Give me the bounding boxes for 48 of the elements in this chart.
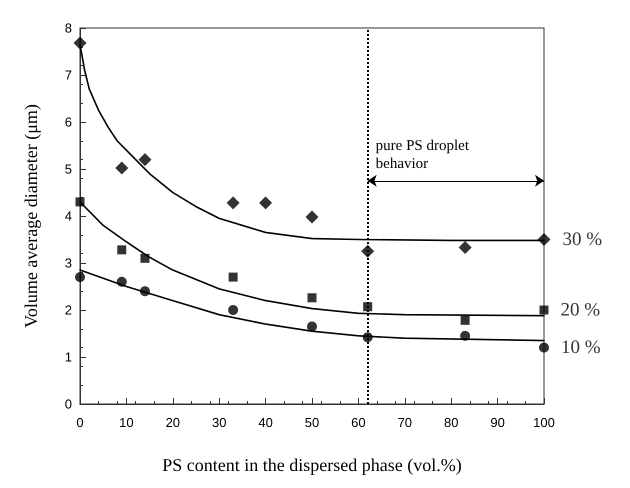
point bbox=[306, 210, 318, 224]
series-label: 10 % bbox=[561, 337, 601, 358]
x-tick-label: 60 bbox=[351, 415, 366, 430]
x-tick-label: 20 bbox=[166, 415, 180, 430]
point bbox=[540, 306, 548, 314]
y-tick-label: 7 bbox=[64, 68, 72, 82]
point bbox=[538, 233, 550, 246]
point bbox=[140, 254, 150, 263]
point bbox=[460, 316, 470, 325]
y-tick-label: 8 bbox=[64, 20, 72, 36]
x-tick-label: 80 bbox=[444, 415, 458, 430]
x-tick-label: 40 bbox=[258, 415, 273, 430]
x-tick-label: 0 bbox=[76, 415, 84, 430]
x-tick-label: 70 bbox=[398, 415, 412, 430]
point bbox=[228, 305, 238, 315]
annotation: pure PS droplet behavior bbox=[376, 138, 473, 172]
x-tick-label: 90 bbox=[490, 415, 505, 430]
y-tick-label: 0 bbox=[64, 396, 72, 412]
x-axis-title: PS content in the dispersed phase (vol.%) bbox=[162, 455, 462, 475]
point bbox=[228, 272, 238, 282]
x-tick-label: 10 bbox=[119, 415, 134, 430]
point bbox=[308, 293, 316, 302]
y-tick-label: 1 bbox=[64, 350, 72, 364]
y-axis-title: Volume average diameter (μm) bbox=[21, 104, 41, 328]
y-tick-label: 3 bbox=[64, 256, 72, 270]
x-tick-label: 100 bbox=[533, 415, 555, 430]
point bbox=[115, 162, 128, 175]
point bbox=[460, 330, 470, 341]
series-label: 30 % bbox=[562, 229, 602, 250]
x-tick-label: 30 bbox=[212, 415, 226, 430]
y-tick-label: 5 bbox=[64, 162, 72, 176]
point bbox=[539, 342, 549, 353]
point bbox=[259, 196, 272, 210]
point bbox=[116, 276, 127, 287]
point bbox=[75, 272, 85, 282]
point bbox=[76, 197, 84, 206]
point bbox=[226, 196, 240, 210]
series-label: 20 % bbox=[560, 300, 600, 320]
point bbox=[117, 245, 126, 254]
y-tick-label: 2 bbox=[64, 302, 72, 318]
point bbox=[74, 36, 86, 50]
y-tick-label: 4 bbox=[64, 208, 72, 224]
point bbox=[458, 240, 472, 254]
y-tick-label: 6 bbox=[64, 114, 72, 130]
point bbox=[138, 153, 152, 166]
point bbox=[307, 321, 317, 332]
point bbox=[140, 286, 150, 296]
x-tick-label: 50 bbox=[304, 415, 320, 430]
